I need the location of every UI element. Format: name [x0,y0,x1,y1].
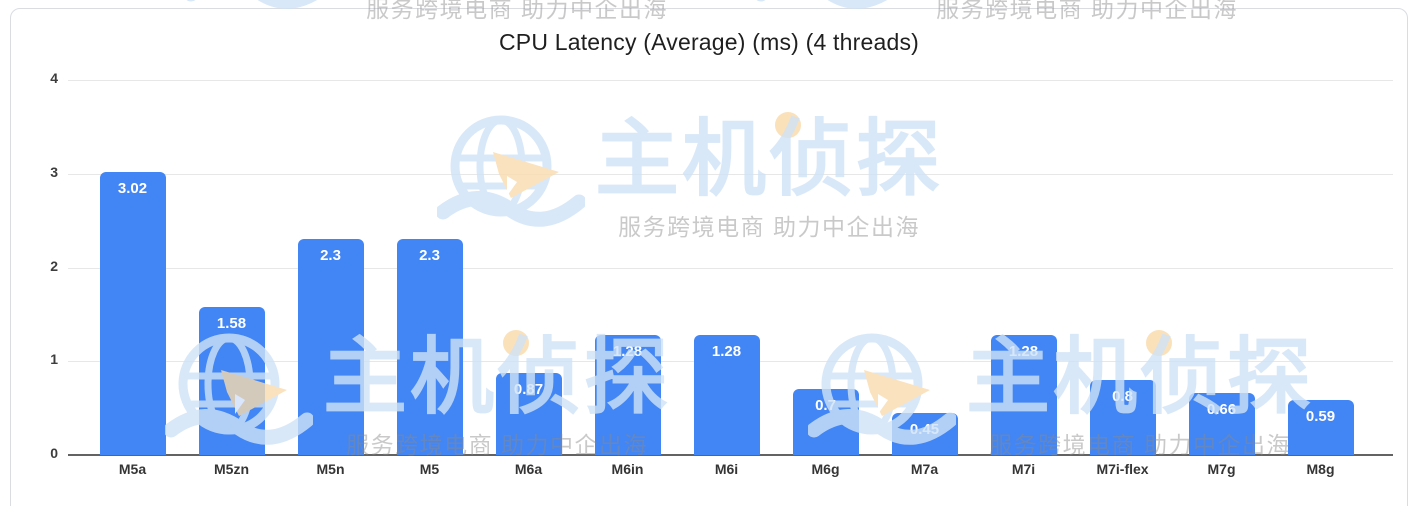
chart-card: CPU Latency (Average) (ms) (4 threads) [10,8,1408,506]
chart-title: CPU Latency (Average) (ms) (4 threads) [498,29,920,55]
